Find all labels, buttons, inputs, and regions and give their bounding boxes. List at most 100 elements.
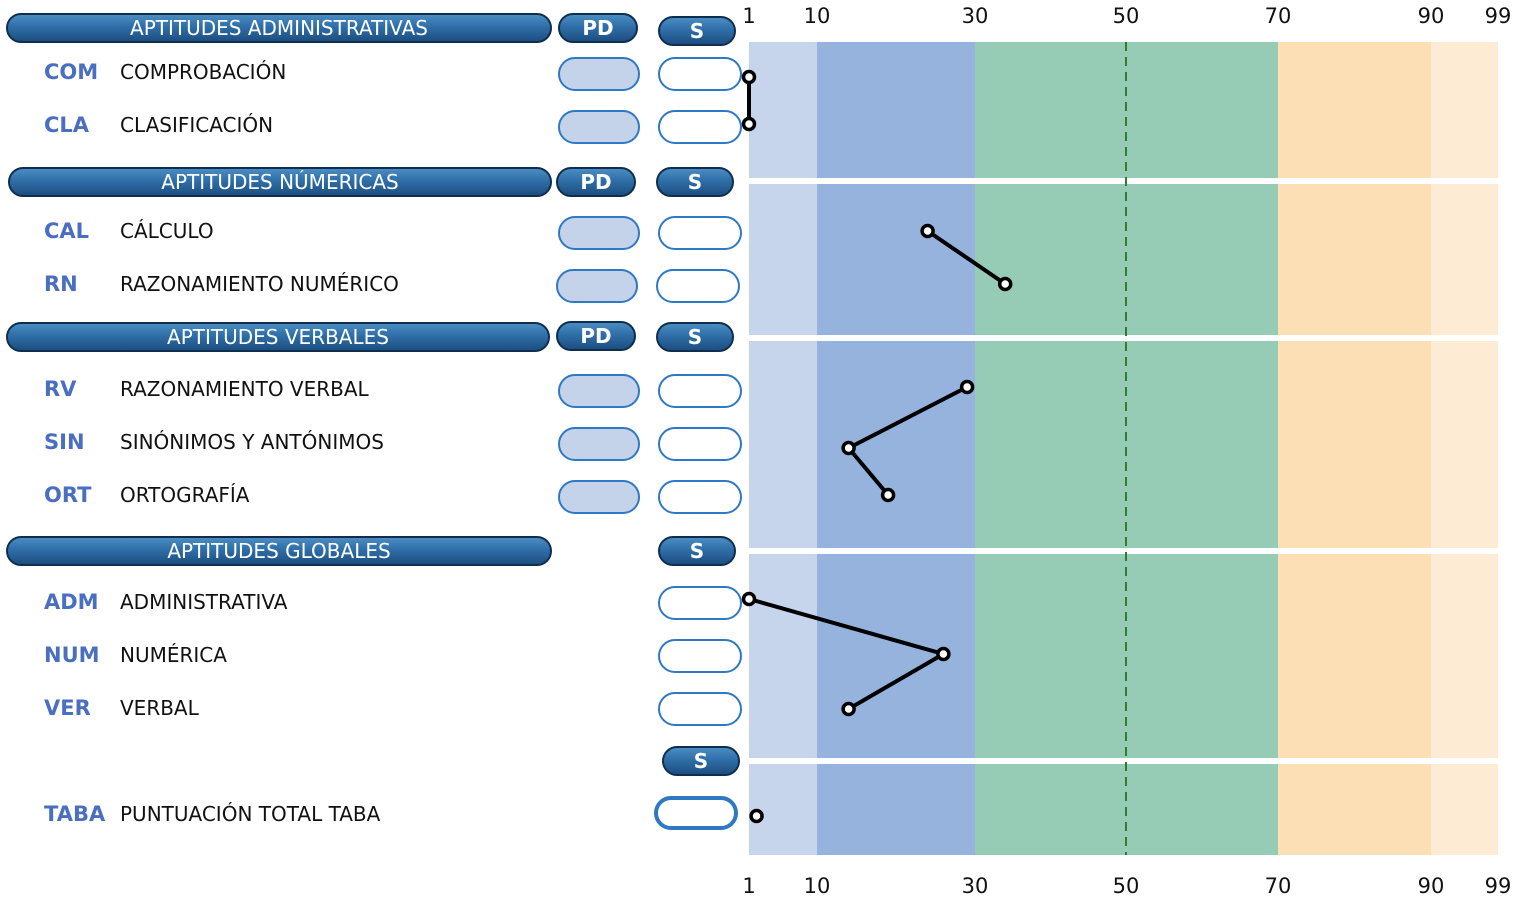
s-input-num[interactable] [658, 639, 742, 673]
tick-label: 99 [1484, 4, 1512, 28]
s-column-header: S [658, 16, 736, 46]
pd-input-cal[interactable] [558, 216, 640, 250]
row-code: RN [44, 272, 78, 296]
s-label: S [687, 170, 703, 194]
tick-label: 30 [961, 874, 989, 898]
pd-input-rn[interactable] [556, 269, 638, 303]
s-input-cal[interactable] [658, 216, 742, 250]
s-label: S [687, 325, 703, 349]
s-column-header: S [658, 536, 736, 566]
s-label: S [693, 749, 709, 773]
section-separator [749, 758, 1499, 764]
row-code: SIN [44, 430, 85, 454]
s-input-taba[interactable] [654, 796, 738, 830]
row-name: ADMINISTRATIVA [120, 590, 288, 614]
section-header-verbales: APTITUDES VERBALES [6, 322, 550, 352]
pd-label: PD [580, 324, 612, 348]
s-input-ver[interactable] [658, 692, 742, 726]
pd-column-header: PD [558, 13, 638, 43]
row-name: CLASIFICACIÓN [120, 113, 274, 137]
section-separator [749, 548, 1499, 554]
tick-label: 30 [961, 4, 989, 28]
section-separator [749, 335, 1499, 341]
pd-input-ort[interactable] [558, 480, 640, 514]
section-separator [749, 178, 1499, 184]
profile-segment [925, 229, 1008, 286]
s-label: S [689, 19, 705, 43]
section-header-administrativas: APTITUDES ADMINISTRATIVAS [6, 13, 552, 43]
tick-label: 1 [742, 874, 756, 898]
pd-input-com[interactable] [558, 57, 640, 91]
row-code: ADM [44, 590, 99, 614]
band-1-10 [749, 42, 817, 855]
pd-label: PD [582, 16, 614, 40]
profile-point-cla [741, 116, 757, 132]
s-input-cla[interactable] [658, 110, 742, 144]
row-code: CAL [44, 219, 90, 243]
profile-point-ort [880, 487, 896, 503]
tick-label: 50 [1112, 874, 1140, 898]
profile-point-taba [749, 808, 764, 824]
row-code: NUM [44, 643, 100, 667]
pd-column-header: PD [556, 321, 636, 351]
pd-column-header: PD [556, 167, 636, 197]
row-code: RV [44, 377, 77, 401]
tick-label: 70 [1264, 4, 1292, 28]
s-input-com[interactable] [658, 57, 742, 91]
tick-label: 70 [1264, 874, 1292, 898]
profile-point-rn [997, 276, 1013, 292]
s-input-rv[interactable] [658, 374, 742, 408]
band-90-99 [1431, 42, 1498, 855]
s-input-adm[interactable] [658, 586, 742, 620]
pd-input-sin[interactable] [558, 427, 640, 461]
tick-label: 10 [803, 874, 831, 898]
row-code: TABA [44, 802, 106, 826]
section-header-numericas: APTITUDES NÚMERICAS [8, 167, 552, 197]
s-column-header: S [656, 167, 734, 197]
row-name: VERBAL [120, 696, 199, 720]
band-50-70 [1126, 42, 1278, 855]
profile-point-adm [741, 591, 757, 607]
profile-segment [846, 385, 970, 450]
tick-label: 50 [1112, 4, 1140, 28]
profile-segment [846, 446, 891, 497]
tick-label: 99 [1484, 874, 1512, 898]
band-30-50 [975, 42, 1126, 855]
row-name: RAZONAMIENTO NUMÉRICO [120, 272, 399, 296]
section-title: APTITUDES NÚMERICAS [161, 170, 399, 194]
row-code: CLA [44, 113, 90, 137]
tick-label: 10 [803, 4, 831, 28]
profile-point-num [936, 646, 951, 662]
s-label: S [689, 539, 705, 563]
s-input-sin[interactable] [658, 427, 742, 461]
profile-point-ver [841, 701, 856, 717]
row-code: VER [44, 696, 91, 720]
row-name: ORTOGRAFÍA [120, 483, 250, 507]
band-70-90 [1278, 42, 1431, 855]
s-column-header: S [662, 746, 740, 776]
row-name: SINÓNIMOS Y ANTÓNIMOS [120, 430, 384, 454]
pd-label: PD [580, 170, 612, 194]
row-code: COM [44, 60, 99, 84]
row-name: COMPROBACIÓN [120, 60, 287, 84]
pd-input-cla[interactable] [558, 110, 640, 144]
section-title: APTITUDES ADMINISTRATIVAS [130, 16, 428, 40]
s-input-rn[interactable] [656, 269, 740, 303]
pd-input-rv[interactable] [558, 374, 640, 408]
section-title: APTITUDES GLOBALES [167, 539, 391, 563]
profile-point-sin [841, 440, 856, 456]
section-title: APTITUDES VERBALES [167, 325, 389, 349]
row-name: CÁLCULO [120, 219, 214, 243]
section-header-globales: APTITUDES GLOBALES [6, 536, 552, 566]
row-name: RAZONAMIENTO VERBAL [120, 377, 369, 401]
s-column-header: S [656, 322, 734, 352]
s-input-ort[interactable] [658, 480, 742, 514]
profile-segment [846, 652, 946, 711]
profile-segment [747, 597, 946, 656]
tick-label: 90 [1417, 4, 1445, 28]
row-name: NUMÉRICA [120, 643, 227, 667]
tick-label: 90 [1417, 874, 1445, 898]
profile-point-rv [959, 379, 975, 395]
row-name: PUNTUACIÓN TOTAL TABA [120, 802, 381, 826]
